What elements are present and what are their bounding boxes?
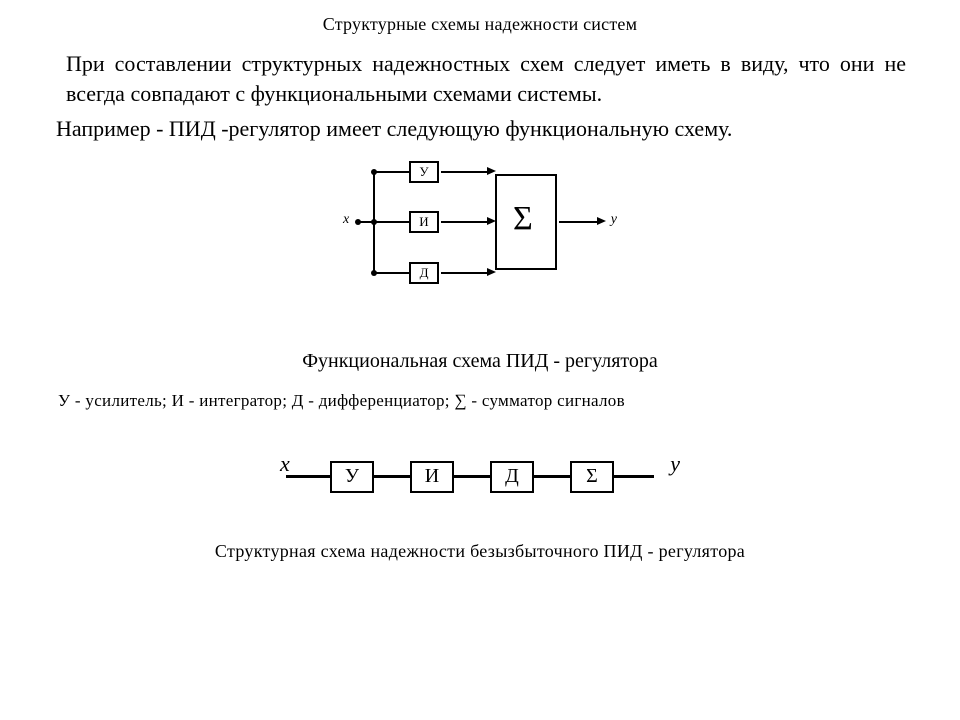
diagram2-caption: Структурная схема надежности безызбыточн… [0, 541, 960, 562]
functional-diagram: x y У И Д Σ [345, 158, 615, 288]
branch2-line-a [375, 221, 409, 223]
branch3-line-b [441, 272, 489, 274]
chain-box-4: Σ [570, 461, 614, 493]
branch3-line-a [375, 272, 409, 274]
branch2-line-b [441, 221, 489, 223]
chain-box-3: Д [490, 461, 534, 493]
chain-box-1: У [330, 461, 374, 493]
chain-box-2: И [410, 461, 454, 493]
reliability-diagram: x y У И Д Σ [280, 453, 680, 503]
output-line [559, 221, 599, 223]
diag1-x-label: x [343, 212, 349, 228]
paragraph-2: Например - ПИД -регулятор имеет следующу… [0, 108, 960, 144]
diag2-y-label: y [670, 451, 680, 477]
legend-text: У - усилитель; И - интегратор; Д - диффе… [0, 373, 960, 411]
output-arrow-icon [597, 217, 606, 225]
diag2-x-label: x [280, 451, 290, 477]
branch-box-2: И [409, 211, 439, 233]
branch-box-1: У [409, 161, 439, 183]
paragraph-1: При составлении структурных надежностных… [0, 35, 960, 108]
branch-box-3: Д [409, 262, 439, 284]
diagram1-caption: Функциональная схема ПИД - регулятора [0, 350, 960, 373]
branch1-line-a [375, 171, 409, 173]
page-title: Структурные схемы надежности систем [0, 0, 960, 35]
branch1-line-b [441, 171, 489, 173]
sigma-symbol: Σ [513, 200, 533, 238]
diag1-y-label: y [611, 212, 617, 228]
